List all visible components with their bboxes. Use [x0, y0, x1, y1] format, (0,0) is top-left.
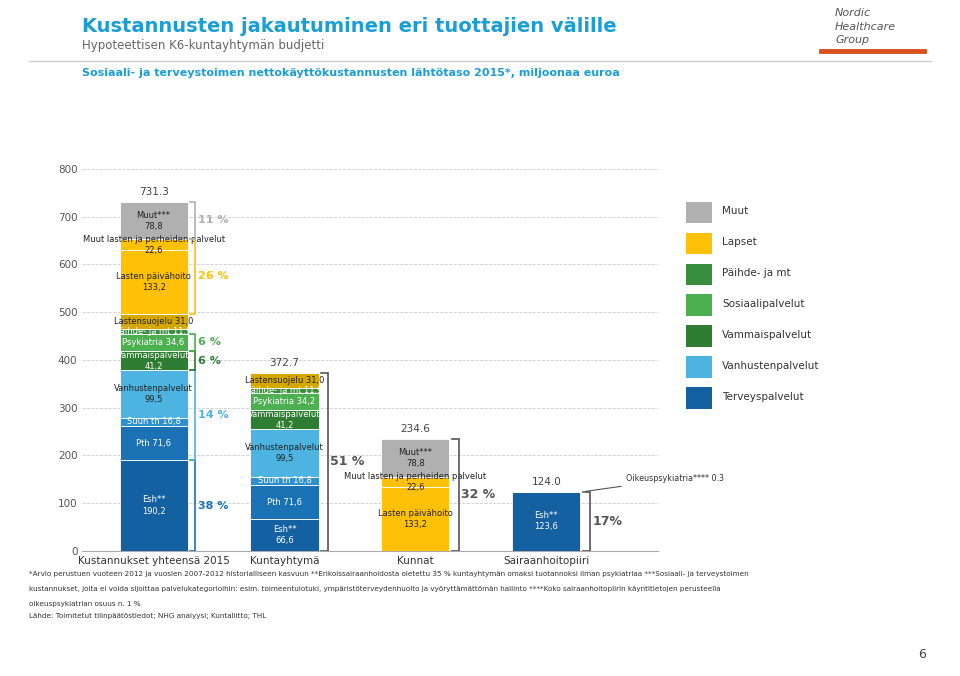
Text: Psykiatria 34,2: Psykiatria 34,2	[253, 397, 316, 406]
Text: 124.0: 124.0	[532, 477, 562, 487]
Text: Terveyspalvelut: Terveyspalvelut	[722, 392, 804, 402]
Text: Vanhustenpalvelut
99,5: Vanhustenpalvelut 99,5	[114, 384, 193, 404]
Bar	[120, 460, 187, 551]
Text: 38 %: 38 %	[198, 500, 228, 510]
Bar	[513, 492, 581, 551]
Text: Lastensuojelu 31,0: Lastensuojelu 31,0	[245, 376, 324, 385]
Text: 14 %: 14 %	[198, 410, 228, 420]
Text: Esh**
66,6: Esh** 66,6	[273, 525, 297, 545]
Text: Vammaispalvelut
41,2: Vammaispalvelut 41,2	[249, 410, 321, 430]
Bar	[381, 487, 449, 551]
Bar	[120, 334, 187, 351]
Text: Suun th 16,8: Suun th 16,8	[257, 477, 311, 485]
Bar	[120, 250, 187, 314]
Text: Muut lasten ja perheiden palvelut
22,6: Muut lasten ja perheiden palvelut 22,6	[345, 472, 487, 492]
Text: 11 %: 11 %	[198, 216, 228, 226]
Text: Hypoteettisen K6-kuntayhtymän budjetti: Hypoteettisen K6-kuntayhtymän budjetti	[82, 39, 324, 52]
Text: Group: Group	[835, 35, 870, 45]
Text: kustannukset, joita ei voida sijoittaa palvelukategorioihin: esim. toimeentulotu: kustannukset, joita ei voida sijoittaa p…	[29, 586, 720, 592]
Text: Muut lasten ja perheiden palvelut
22,6: Muut lasten ja perheiden palvelut 22,6	[83, 235, 225, 255]
Bar	[251, 485, 319, 519]
Bar	[686, 295, 711, 316]
Text: 6 %: 6 %	[198, 356, 221, 366]
Text: Pth 71,6: Pth 71,6	[136, 439, 171, 448]
Text: Muut: Muut	[722, 206, 749, 216]
Text: Lähde: Toimitetut tilinpäätöstiedot; NHG analyysi; Kuntaliitto; THL: Lähde: Toimitetut tilinpäätöstiedot; NHG…	[29, 613, 266, 619]
Text: Päihde- ja mt 11,9: Päihde- ja mt 11,9	[247, 386, 323, 395]
Text: Nordic: Nordic	[835, 8, 872, 18]
Text: Lasten päivähoito
133,2: Lasten päivähoito 133,2	[116, 272, 191, 292]
Text: 6: 6	[919, 648, 926, 661]
Text: 234.6: 234.6	[400, 424, 430, 434]
Text: Esh**
190,2: Esh** 190,2	[142, 496, 165, 516]
Text: Lastensuojelu 31,0: Lastensuojelu 31,0	[114, 316, 193, 326]
Bar	[686, 387, 711, 409]
Text: Oikeuspsykiatria**** 0.3: Oikeuspsykiatria**** 0.3	[586, 474, 724, 491]
Text: Kustannusten jakautuminen eri tuottajien välille: Kustannusten jakautuminen eri tuottajien…	[82, 17, 616, 36]
Bar	[251, 410, 319, 429]
Text: Muut***
78,8: Muut*** 78,8	[136, 210, 171, 231]
Text: 731.3: 731.3	[138, 187, 169, 197]
Bar	[120, 329, 187, 334]
Text: Vanhustenpalvelut
99,5: Vanhustenpalvelut 99,5	[245, 443, 324, 463]
Bar	[120, 426, 187, 460]
Text: 51 %: 51 %	[330, 456, 365, 468]
Bar	[251, 393, 319, 410]
Text: 372.7: 372.7	[270, 358, 300, 368]
Text: Lapset: Lapset	[722, 237, 757, 247]
Bar	[381, 439, 449, 477]
Bar	[686, 356, 711, 378]
Text: Lasten päivähoito
133,2: Lasten päivähoito 133,2	[378, 509, 453, 529]
Bar	[251, 477, 319, 485]
Bar	[120, 239, 187, 250]
Text: *Arvio perustuen vuoteen 2012 ja vuosien 2007-2012 historialliseen kasvuun **Eri: *Arvio perustuen vuoteen 2012 ja vuosien…	[29, 571, 749, 577]
Bar	[120, 418, 187, 426]
Text: oikeuspsykiatrian osuus n. 1 %: oikeuspsykiatrian osuus n. 1 %	[29, 601, 140, 607]
Text: Healthcare: Healthcare	[835, 22, 897, 32]
Text: Vammaispalvelut: Vammaispalvelut	[722, 330, 812, 340]
Text: Psykiatria 34,6: Psykiatria 34,6	[123, 338, 184, 347]
Text: Sosiaalipalvelut: Sosiaalipalvelut	[722, 299, 804, 309]
Text: Muut***
78,8: Muut*** 78,8	[398, 448, 432, 468]
Text: Päihde- ja mt 11,9: Päihde- ja mt 11,9	[115, 327, 192, 336]
Bar	[686, 233, 711, 254]
Bar	[251, 373, 319, 388]
Text: ARVIO: ARVIO	[848, 67, 898, 80]
Text: Päihde- ja mt: Päihde- ja mt	[722, 268, 791, 279]
Bar	[120, 314, 187, 329]
Bar	[120, 351, 187, 370]
Bar	[120, 201, 187, 239]
Text: 6 %: 6 %	[198, 337, 221, 347]
Bar	[251, 429, 319, 477]
Bar	[251, 519, 319, 551]
Text: Esh**
123,6: Esh** 123,6	[535, 511, 559, 531]
Text: Suun th 16,8: Suun th 16,8	[127, 418, 180, 427]
Bar	[686, 201, 711, 223]
Text: Vammaispalvelut
41,2: Vammaispalvelut 41,2	[117, 351, 190, 370]
Text: 26 %: 26 %	[198, 272, 228, 281]
Bar	[686, 264, 711, 285]
Text: 17%: 17%	[592, 515, 622, 528]
Text: Pth 71,6: Pth 71,6	[267, 498, 302, 506]
Text: 32 %: 32 %	[461, 489, 495, 502]
Bar	[251, 388, 319, 393]
Bar	[381, 477, 449, 487]
Text: Vanhustenpalvelut: Vanhustenpalvelut	[722, 361, 820, 371]
Bar	[686, 325, 711, 347]
Text: Sosiaali- ja terveystoimen nettokäyttökustannusten lähtötaso 2015*, miljoonaa eu: Sosiaali- ja terveystoimen nettokäyttöku…	[82, 68, 619, 78]
Bar	[120, 370, 187, 418]
